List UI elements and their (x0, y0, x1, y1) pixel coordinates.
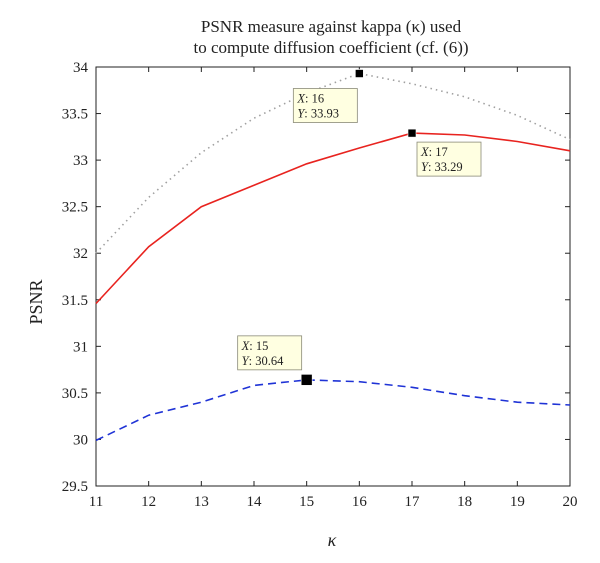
x-tick-label: 20 (563, 494, 578, 510)
datatip-marker (407, 128, 417, 138)
datatip-x-label: X (296, 92, 306, 106)
datatip-y-text: Y: 30.64 (242, 354, 284, 368)
x-tick-label: 17 (405, 494, 421, 510)
datatip-y-label: Y (297, 107, 306, 121)
x-tick-label: 14 (247, 494, 263, 510)
datatip: X: 17Y: 33.29 (407, 128, 482, 177)
datatip-y-text: Y: 33.93 (297, 107, 339, 121)
chart-title-line-2: to compute diffusion coefficient (cf. (6… (193, 38, 468, 57)
y-axis-label: PSNR (26, 279, 46, 324)
datatip: X: 15Y: 30.64 (237, 335, 313, 386)
y-tick-label: 29.5 (62, 479, 88, 495)
datatip-marker (355, 69, 364, 78)
series-line-solid-red (95, 132, 571, 305)
datatip-box (237, 335, 303, 371)
datatip-x-value: : 15 (249, 339, 268, 353)
datatip-y-value: : 33.93 (304, 107, 339, 121)
y-tick-label: 33 (73, 153, 88, 169)
datatip-marker (300, 374, 313, 386)
datatip-y-value: : 33.29 (428, 160, 463, 174)
plot-frame (95, 66, 571, 487)
datatip-box (292, 88, 358, 123)
datatip-y-value: : 30.64 (249, 354, 284, 368)
datatip-x-text: X: 15 (241, 339, 269, 353)
y-tick-label: 32 (73, 246, 88, 262)
x-tick-label: 12 (141, 494, 156, 510)
datatip-x-value: : 16 (305, 92, 324, 106)
datatip-y-label: Y (242, 354, 251, 368)
datatip-x-text: X: 16 (296, 92, 324, 106)
x-tick-label: 19 (510, 494, 525, 510)
datatip-x-value: : 17 (429, 145, 448, 159)
series-line-dotted (95, 72, 571, 254)
y-tick-label: 31 (73, 339, 88, 355)
datatip-y-text: Y: 33.29 (421, 160, 463, 174)
x-tick-label: 13 (194, 494, 209, 510)
datatip-x-text: X: 17 (420, 145, 448, 159)
x-tick-label: 15 (299, 494, 314, 510)
datatip-x-label: X (241, 339, 251, 353)
series-line-dashed-blue (95, 379, 571, 442)
datatip-x-label: X (420, 145, 430, 159)
y-tick-label: 33.5 (62, 107, 88, 123)
y-tick-label: 32.5 (62, 200, 88, 216)
y-tick-label: 34 (73, 60, 89, 76)
x-axis-label: κ (328, 530, 337, 550)
y-tick-label: 31.5 (62, 293, 88, 309)
datatip: X: 16Y: 33.93 (292, 69, 364, 123)
datatip-y-label: Y (421, 160, 430, 174)
y-tick-label: 30.5 (62, 386, 88, 402)
datatip-box (416, 141, 482, 177)
y-tick-label: 30 (73, 432, 88, 448)
x-tick-label: 16 (352, 494, 368, 510)
x-tick-label: 18 (457, 494, 472, 510)
chart-title-line-1: PSNR measure against kappa (κ) used (201, 17, 462, 36)
x-tick-label: 11 (89, 494, 103, 510)
